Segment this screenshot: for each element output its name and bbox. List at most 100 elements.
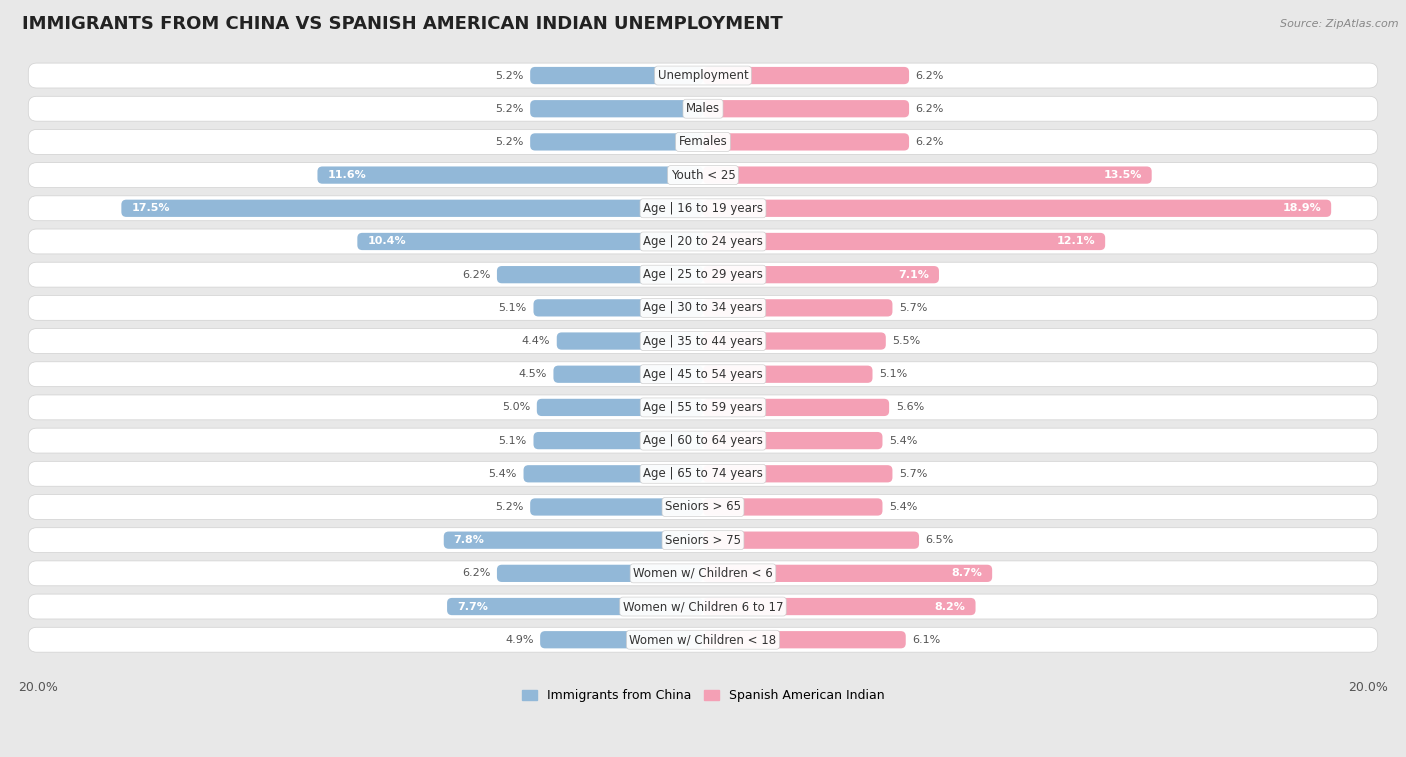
Text: 5.2%: 5.2% — [495, 104, 523, 114]
Text: 5.4%: 5.4% — [488, 469, 517, 478]
Text: Seniors > 75: Seniors > 75 — [665, 534, 741, 547]
Text: Age | 30 to 34 years: Age | 30 to 34 years — [643, 301, 763, 314]
Text: Age | 25 to 29 years: Age | 25 to 29 years — [643, 268, 763, 281]
Text: Women w/ Children < 6: Women w/ Children < 6 — [633, 567, 773, 580]
Text: 6.2%: 6.2% — [915, 104, 943, 114]
Legend: Immigrants from China, Spanish American Indian: Immigrants from China, Spanish American … — [517, 684, 889, 707]
Text: Source: ZipAtlas.com: Source: ZipAtlas.com — [1281, 19, 1399, 29]
FancyBboxPatch shape — [28, 63, 1378, 88]
Text: 5.4%: 5.4% — [889, 435, 918, 446]
FancyBboxPatch shape — [703, 432, 883, 449]
FancyBboxPatch shape — [703, 200, 1331, 217]
FancyBboxPatch shape — [28, 395, 1378, 420]
FancyBboxPatch shape — [530, 498, 703, 516]
Text: 6.2%: 6.2% — [463, 569, 491, 578]
Text: 7.1%: 7.1% — [898, 269, 929, 279]
Text: Males: Males — [686, 102, 720, 115]
FancyBboxPatch shape — [28, 96, 1378, 121]
Text: 5.1%: 5.1% — [499, 435, 527, 446]
Text: Unemployment: Unemployment — [658, 69, 748, 82]
FancyBboxPatch shape — [537, 399, 703, 416]
FancyBboxPatch shape — [28, 528, 1378, 553]
FancyBboxPatch shape — [28, 561, 1378, 586]
Text: 6.5%: 6.5% — [925, 535, 953, 545]
Text: 4.5%: 4.5% — [519, 369, 547, 379]
FancyBboxPatch shape — [703, 133, 910, 151]
Text: 5.1%: 5.1% — [879, 369, 907, 379]
Text: 4.9%: 4.9% — [505, 634, 533, 645]
FancyBboxPatch shape — [703, 366, 873, 383]
FancyBboxPatch shape — [28, 362, 1378, 387]
Text: Age | 35 to 44 years: Age | 35 to 44 years — [643, 335, 763, 347]
Text: 8.2%: 8.2% — [935, 602, 966, 612]
FancyBboxPatch shape — [533, 432, 703, 449]
FancyBboxPatch shape — [703, 100, 910, 117]
Text: 4.4%: 4.4% — [522, 336, 550, 346]
FancyBboxPatch shape — [557, 332, 703, 350]
Text: 5.4%: 5.4% — [889, 502, 918, 512]
Text: 12.1%: 12.1% — [1056, 236, 1095, 247]
FancyBboxPatch shape — [28, 594, 1378, 619]
Text: Age | 45 to 54 years: Age | 45 to 54 years — [643, 368, 763, 381]
Text: 11.6%: 11.6% — [328, 170, 366, 180]
Text: 13.5%: 13.5% — [1104, 170, 1142, 180]
FancyBboxPatch shape — [530, 133, 703, 151]
FancyBboxPatch shape — [703, 167, 1152, 184]
FancyBboxPatch shape — [703, 266, 939, 283]
Text: Age | 60 to 64 years: Age | 60 to 64 years — [643, 434, 763, 447]
FancyBboxPatch shape — [444, 531, 703, 549]
FancyBboxPatch shape — [530, 100, 703, 117]
FancyBboxPatch shape — [447, 598, 703, 615]
FancyBboxPatch shape — [318, 167, 703, 184]
FancyBboxPatch shape — [357, 233, 703, 250]
FancyBboxPatch shape — [28, 494, 1378, 519]
FancyBboxPatch shape — [703, 299, 893, 316]
Text: 8.7%: 8.7% — [952, 569, 983, 578]
FancyBboxPatch shape — [28, 129, 1378, 154]
FancyBboxPatch shape — [540, 631, 703, 648]
FancyBboxPatch shape — [28, 628, 1378, 653]
FancyBboxPatch shape — [121, 200, 703, 217]
Text: Age | 20 to 24 years: Age | 20 to 24 years — [643, 235, 763, 248]
Text: 5.0%: 5.0% — [502, 403, 530, 413]
FancyBboxPatch shape — [28, 295, 1378, 320]
FancyBboxPatch shape — [703, 233, 1105, 250]
Text: 5.1%: 5.1% — [499, 303, 527, 313]
Text: 6.2%: 6.2% — [463, 269, 491, 279]
FancyBboxPatch shape — [533, 299, 703, 316]
Text: 5.2%: 5.2% — [495, 502, 523, 512]
FancyBboxPatch shape — [703, 531, 920, 549]
Text: Women w/ Children 6 to 17: Women w/ Children 6 to 17 — [623, 600, 783, 613]
FancyBboxPatch shape — [703, 332, 886, 350]
Text: Youth < 25: Youth < 25 — [671, 169, 735, 182]
FancyBboxPatch shape — [28, 196, 1378, 221]
Text: 18.9%: 18.9% — [1282, 204, 1322, 213]
Text: 10.4%: 10.4% — [367, 236, 406, 247]
Text: Seniors > 65: Seniors > 65 — [665, 500, 741, 513]
FancyBboxPatch shape — [28, 461, 1378, 486]
Text: 5.7%: 5.7% — [898, 303, 928, 313]
FancyBboxPatch shape — [703, 67, 910, 84]
Text: Age | 65 to 74 years: Age | 65 to 74 years — [643, 467, 763, 480]
FancyBboxPatch shape — [703, 498, 883, 516]
FancyBboxPatch shape — [703, 631, 905, 648]
FancyBboxPatch shape — [703, 598, 976, 615]
Text: 5.2%: 5.2% — [495, 137, 523, 147]
Text: 5.2%: 5.2% — [495, 70, 523, 80]
FancyBboxPatch shape — [28, 163, 1378, 188]
Text: Age | 55 to 59 years: Age | 55 to 59 years — [643, 401, 763, 414]
Text: 6.2%: 6.2% — [915, 70, 943, 80]
Text: 7.7%: 7.7% — [457, 602, 488, 612]
Text: 5.7%: 5.7% — [898, 469, 928, 478]
FancyBboxPatch shape — [496, 565, 703, 582]
FancyBboxPatch shape — [28, 329, 1378, 354]
Text: Age | 16 to 19 years: Age | 16 to 19 years — [643, 202, 763, 215]
Text: Women w/ Children < 18: Women w/ Children < 18 — [630, 633, 776, 646]
Text: 5.5%: 5.5% — [893, 336, 921, 346]
FancyBboxPatch shape — [703, 399, 889, 416]
Text: 17.5%: 17.5% — [131, 204, 170, 213]
FancyBboxPatch shape — [523, 465, 703, 482]
FancyBboxPatch shape — [28, 428, 1378, 453]
Text: Females: Females — [679, 136, 727, 148]
FancyBboxPatch shape — [28, 262, 1378, 287]
